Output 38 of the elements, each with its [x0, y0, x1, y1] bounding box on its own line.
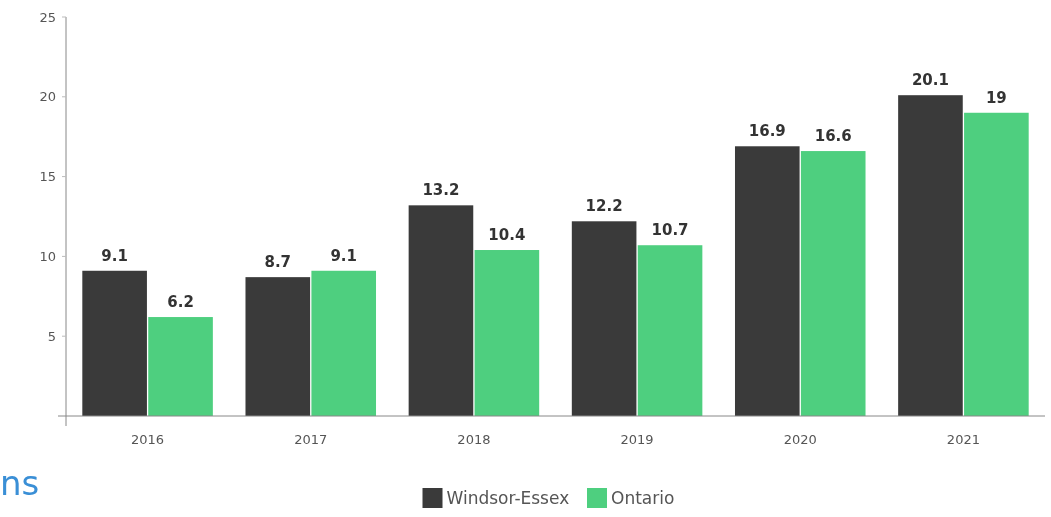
data-label: 9.1: [330, 246, 357, 265]
x-tick-label: 2018: [457, 432, 491, 447]
data-label: 10.4: [488, 226, 526, 245]
bar: [571, 221, 637, 416]
bar: [82, 270, 147, 416]
legend-label: Ontario: [611, 487, 675, 508]
data-label: 12.2: [585, 197, 623, 216]
x-tick-label: 2017: [294, 432, 328, 447]
x-tick-label: 2021: [946, 432, 980, 447]
y-tick-label: 15: [39, 169, 56, 185]
y-tick-label: 5: [47, 328, 56, 344]
text: ns: [0, 463, 40, 503]
y-tick-label: 10: [39, 248, 56, 264]
bar: [408, 205, 474, 416]
bar: [637, 245, 703, 416]
data-label: 20.1: [911, 71, 949, 90]
x-tick-label: 2019: [620, 432, 654, 447]
x-tick-label: 2016: [131, 432, 165, 447]
y-tick-label: 20: [39, 89, 56, 105]
bar: [311, 270, 377, 416]
bar: [474, 250, 540, 416]
bar: [734, 146, 800, 416]
data-label: 8.7: [264, 253, 292, 272]
data-label: 13.2: [422, 181, 460, 200]
data-label: 6.2: [167, 293, 194, 312]
data-label: 16.6: [814, 127, 852, 146]
data-label: 10.7: [651, 221, 689, 240]
bar: [800, 151, 866, 416]
bar: [964, 112, 1029, 416]
data-label: 16.9: [748, 122, 786, 141]
bar: [148, 317, 213, 416]
x-tick-label: 2020: [783, 432, 817, 447]
data-label: 9.1: [101, 246, 128, 265]
legend-label: Windsor-Essex: [446, 487, 570, 508]
data-label: 19: [985, 88, 1007, 107]
bar: [898, 95, 963, 416]
y-tick-label: 25: [39, 9, 56, 25]
bar: [245, 277, 311, 416]
